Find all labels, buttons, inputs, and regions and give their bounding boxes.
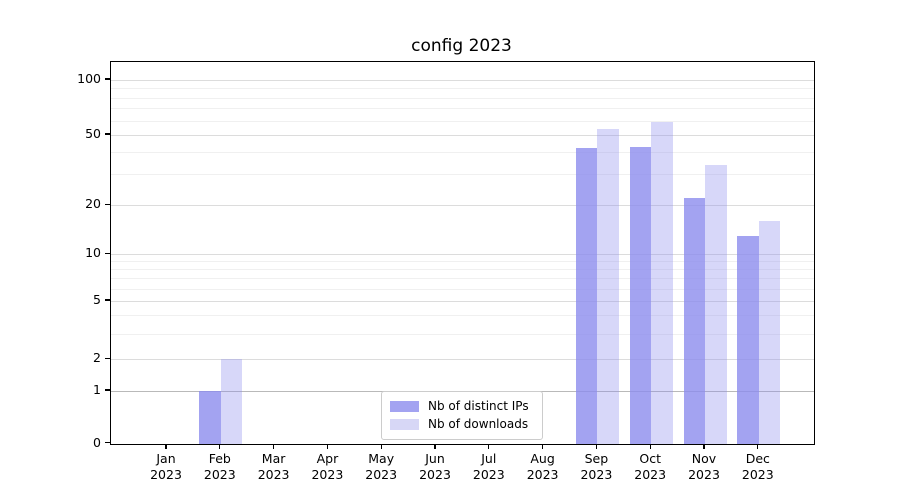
legend-label-distinct-ips: Nb of distinct IPs — [428, 399, 529, 413]
x-tick-label-jan: Jan 2023 — [150, 451, 182, 482]
gridline-y-50 — [111, 135, 814, 136]
x-tick-feb — [219, 444, 221, 450]
y-tick-label-5: 5 — [93, 292, 101, 307]
x-tick-sep — [595, 444, 598, 450]
bar-ips-sep — [575, 148, 598, 444]
x-tick-label-apr: Apr 2023 — [311, 451, 344, 482]
y-tick-label-100: 100 — [77, 71, 101, 86]
bar-ips-oct — [629, 146, 652, 444]
x-tick-jul — [488, 444, 490, 450]
x-tick-oct — [649, 444, 651, 450]
gridline-y-10 — [111, 254, 814, 256]
x-tick-label-may: May 2023 — [365, 451, 398, 482]
chart-title: config 2023 — [411, 36, 512, 56]
gridline-y-3 — [111, 333, 814, 335]
y-tick-5 — [105, 299, 110, 301]
bar-downloads-nov — [705, 164, 727, 444]
bar-ips-dec — [737, 235, 759, 444]
gridline-y-5 — [111, 301, 814, 302]
bar-downloads-sep — [597, 128, 619, 444]
x-tick-dec — [757, 444, 759, 450]
x-tick-jan — [165, 444, 167, 450]
bar-ips-nov — [683, 198, 705, 444]
x-tick-label-feb: Feb 2023 — [203, 451, 236, 482]
gridline-y-2 — [111, 359, 814, 361]
bar-downloads-oct — [651, 121, 673, 444]
x-tick-label-oct: Oct 2023 — [634, 451, 667, 482]
y-tick-100 — [105, 78, 110, 80]
y-tick-10 — [105, 252, 110, 254]
x-tick-aug — [541, 444, 544, 450]
gridline-y-9 — [111, 261, 814, 263]
bar-ips-feb — [199, 391, 221, 444]
y-tick-20 — [105, 203, 110, 205]
gridline-y-7 — [111, 278, 814, 280]
x-tick-label-jun: Jun 2023 — [419, 451, 451, 482]
gridline-y-60 — [111, 120, 814, 122]
plot-area: Nb of distinct IPs Nb of downloads — [110, 61, 815, 445]
x-tick-mar — [272, 444, 275, 450]
gridline-y-100 — [111, 80, 814, 81]
x-tick-label-mar: Mar 2023 — [257, 451, 290, 482]
x-tick-may — [380, 444, 382, 450]
y-tick-0 — [105, 441, 110, 444]
gridline-y-80 — [111, 97, 814, 99]
y-tick-50 — [105, 133, 110, 135]
y-tick-label-50: 50 — [85, 126, 101, 141]
x-tick-label-jul: Jul 2023 — [472, 451, 505, 482]
x-tick-nov — [703, 444, 705, 450]
gridline-y-8 — [111, 269, 814, 271]
x-tick-label-aug: Aug 2023 — [526, 451, 559, 482]
x-tick-jun — [434, 444, 436, 450]
y-tick-label-2: 2 — [93, 350, 101, 366]
gridline-y-20 — [111, 205, 814, 207]
legend-item-distinct-ips: Nb of distinct IPs — [390, 397, 534, 415]
gridline-y-90 — [111, 88, 814, 90]
y-tick-label-20: 20 — [85, 196, 101, 212]
x-tick-label-sep: Sep 2023 — [580, 451, 613, 482]
x-tick-label-dec: Dec 2023 — [741, 451, 774, 482]
legend-item-downloads: Nb of downloads — [390, 415, 534, 433]
gridline-y-6 — [111, 288, 814, 290]
bar-downloads-dec — [758, 221, 781, 444]
gridline-y-40 — [111, 152, 814, 154]
y-tick-label-1: 1 — [93, 382, 101, 397]
gridline-y-70 — [111, 108, 814, 110]
y-tick-label-10: 10 — [85, 245, 101, 261]
x-tick-apr — [326, 444, 329, 450]
y-tick-1 — [105, 389, 110, 391]
gridline-y-4 — [111, 315, 814, 317]
y-tick-2 — [105, 357, 110, 359]
x-tick-label-nov: Nov 2023 — [688, 451, 720, 482]
legend-label-downloads: Nb of downloads — [428, 417, 529, 431]
legend-swatch-downloads — [390, 418, 419, 430]
legend-swatch-distinct-ips — [390, 400, 419, 412]
bar-downloads-feb — [220, 359, 243, 444]
y-tick-label-0: 0 — [93, 434, 101, 450]
legend: Nb of distinct IPs Nb of downloads — [381, 391, 543, 440]
gridline-y-30 — [111, 174, 814, 176]
